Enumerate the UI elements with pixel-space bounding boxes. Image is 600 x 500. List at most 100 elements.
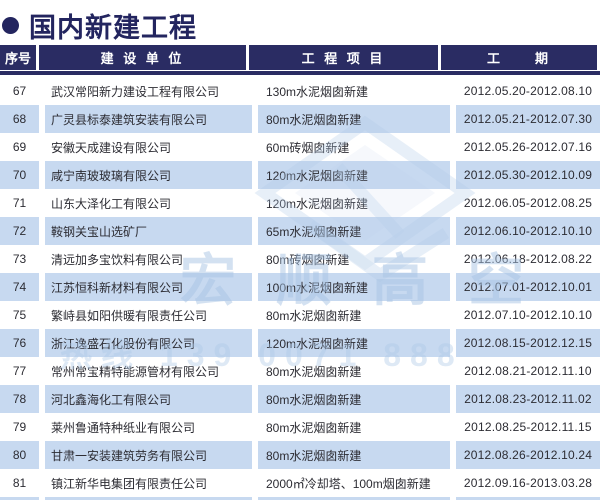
period-cell: 2012.07.01-2012.10.01: [456, 273, 600, 301]
row-number-cell: 71: [12, 196, 27, 210]
table-row: 76 浙江逸盛石化股份有限公司 120m水泥烟囱新建 2012.08.15-20…: [0, 329, 600, 357]
row-number-cell: 73: [12, 252, 27, 266]
column-gutter: [39, 441, 45, 469]
table-row: 79 莱州鲁通特种纸业有限公司 80m水泥烟囱新建 2012.08.25-201…: [0, 413, 600, 441]
section-title: 国内新建工程: [2, 6, 197, 45]
period-cell: 2012.08.25-2012.11.15: [464, 420, 592, 434]
period-cell: 2012.06.05-2012.08.25: [463, 196, 593, 210]
column-gutter: [252, 133, 258, 161]
table-row: 72 鞍钢关宝山选矿厂 65m水泥烟囱新建 2012.06.10-2012.10…: [0, 217, 600, 245]
row-number-cell: 74: [0, 273, 39, 301]
column-gutter: [252, 497, 258, 500]
table-row: 69 安徽天成建设有限公司 60m砖烟囱新建 2012.05.26-2012.0…: [0, 133, 600, 161]
project-cell: 80m砖烟囱新建: [266, 252, 350, 267]
column-gutter: [450, 497, 456, 500]
company-cell: 咸宁南玻玻璃有限公司: [45, 161, 252, 189]
project-cell: [258, 497, 450, 500]
company-cell: 鞍钢关宝山选矿厂: [45, 217, 252, 245]
row-number-cell: [0, 497, 39, 500]
project-cell: 120m水泥烟囱新建: [258, 161, 450, 189]
column-gutter: [450, 133, 456, 161]
header-cell-no: 序号: [0, 45, 39, 70]
period-cell: 2012.06.18-2012.08.22: [463, 252, 593, 266]
project-cell: 120m水泥烟囱新建: [258, 329, 450, 357]
column-gutter: [39, 385, 45, 413]
column-gutter: [39, 329, 45, 357]
column-gutter: [450, 441, 456, 469]
column-gutter: [450, 189, 456, 217]
project-cell: 80m水泥烟囱新建: [258, 441, 450, 469]
project-cell: 80m水泥烟囱新建: [266, 420, 362, 435]
period-cell: 2012.09.16-2013.03.28: [463, 476, 593, 490]
row-number-cell: 67: [12, 84, 27, 98]
column-gutter: [39, 161, 45, 189]
table-row: 77 常州常宝精特能源管材有限公司 80m水泥烟囱新建 2012.08.21-2…: [0, 357, 600, 385]
column-gutter: [39, 301, 45, 329]
header-underline: [0, 71, 600, 75]
project-cell: 2000㎡冷却塔、100m烟囱新建: [266, 476, 431, 491]
bullet-icon: [2, 17, 19, 34]
company-cell: 莱州鲁通特种纸业有限公司: [51, 420, 196, 435]
column-gutter: [450, 469, 456, 497]
column-gutter: [252, 105, 258, 133]
company-cell: 安徽天成建设有限公司: [51, 140, 172, 155]
column-gutter: [450, 105, 456, 133]
column-gutter: [450, 301, 456, 329]
column-gutter: [39, 413, 45, 441]
column-gutter: [252, 161, 258, 189]
period-cell: 2012.05.30-2012.10.09: [456, 161, 600, 189]
company-cell: 常州常宝精特能源管材有限公司: [51, 364, 220, 379]
column-gutter: [450, 413, 456, 441]
company-cell: 江苏恒科新材料有限公司: [45, 273, 252, 301]
project-cell: 80m水泥烟囱新建: [258, 385, 450, 413]
column-gutter: [450, 245, 456, 273]
column-gutter: [39, 273, 45, 301]
period-cell: 2012.08.21-2012.11.10: [464, 364, 592, 378]
company-cell: 甘肃一安装建筑劳务有限公司: [45, 441, 252, 469]
column-gutter: [252, 385, 258, 413]
project-cell: 80m水泥烟囱新建: [266, 308, 362, 323]
column-gutter: [39, 105, 45, 133]
project-cell: 120m水泥烟囱新建: [266, 196, 369, 211]
column-gutter: [39, 245, 45, 273]
period-cell: 2012.08.15-2012.12.15: [456, 329, 600, 357]
project-cell: 80m水泥烟囱新建: [258, 105, 450, 133]
column-gutter: [252, 189, 258, 217]
period-cell: 2012.05.20-2012.08.10: [463, 84, 593, 98]
table-row: 71 山东大泽化工有限公司 120m水泥烟囱新建 2012.06.05-2012…: [0, 189, 600, 217]
column-gutter: [252, 469, 258, 497]
column-gutter: [450, 217, 456, 245]
table-row: 68 广灵县标泰建筑安装有限公司 80m水泥烟囱新建 2012.05.21-20…: [0, 105, 600, 133]
table-header: 序号 建 设 单 位 工 程 项 目 工 期: [0, 45, 600, 70]
company-cell: 广灵县标泰建筑安装有限公司: [45, 105, 252, 133]
company-cell: 清远加多宝饮料有限公司: [51, 252, 184, 267]
period-cell: 2012.08.23-2012.11.02: [456, 385, 600, 413]
column-gutter: [252, 357, 258, 385]
table-row: 80 甘肃一安装建筑劳务有限公司 80m水泥烟囱新建 2012.08.26-20…: [0, 441, 600, 469]
period-cell: 2012.05.26-2012.07.16: [463, 140, 593, 154]
row-number-cell: 77: [12, 364, 27, 378]
table-row: 74 江苏恒科新材料有限公司 100m水泥烟囱新建 2012.07.01-201…: [0, 273, 600, 301]
row-number-cell: 79: [12, 420, 27, 434]
column-gutter: [39, 497, 45, 500]
project-cell: 60m砖烟囱新建: [266, 140, 350, 155]
partial-next-row: [0, 497, 600, 500]
row-number-cell: 76: [0, 329, 39, 357]
column-gutter: [252, 441, 258, 469]
company-cell: 武汉常阳新力建设工程有限公司: [51, 84, 220, 99]
column-gutter: [39, 189, 45, 217]
row-number-cell: 69: [12, 140, 27, 154]
row-number-cell: 68: [0, 105, 39, 133]
row-number-cell: 81: [12, 476, 27, 490]
column-gutter: [39, 77, 45, 105]
header-cell-period: 工 期: [441, 45, 597, 70]
column-gutter: [39, 217, 45, 245]
row-number-cell: 75: [12, 308, 27, 322]
row-number-cell: 70: [0, 161, 39, 189]
table-row: 78 河北鑫海化工有限公司 80m水泥烟囱新建 2012.08.23-2012.…: [0, 385, 600, 413]
column-gutter: [450, 273, 456, 301]
project-cell: 100m水泥烟囱新建: [258, 273, 450, 301]
company-cell: 繁峙县如阳供暖有限责任公司: [51, 308, 208, 323]
row-number-cell: 78: [0, 385, 39, 413]
